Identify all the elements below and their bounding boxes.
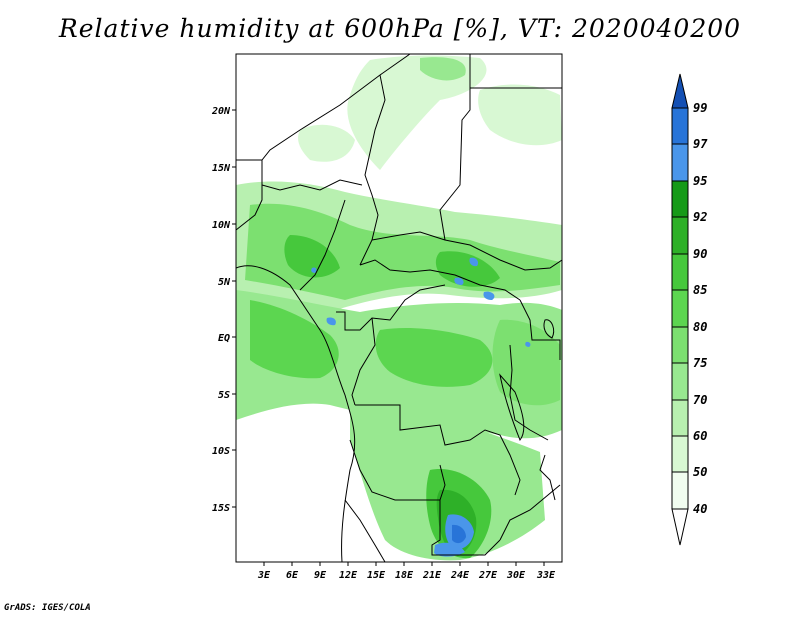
lon-label: 21E <box>422 570 442 581</box>
border-line <box>499 484 561 541</box>
colorbar-label: 70 <box>693 393 707 407</box>
lon-label: 12E <box>339 570 358 581</box>
colorbar-label: 75 <box>693 356 707 370</box>
field-north-right <box>478 84 562 146</box>
lon-labels: 3E 6E 9E 12E 15E 18E 21E 24E 27E 30E 33E <box>257 570 556 581</box>
field-band-core2 <box>435 251 500 287</box>
border-line <box>299 199 346 291</box>
lat-label: EQ <box>218 333 230 344</box>
colorbar <box>671 73 689 546</box>
lat-label: 15S <box>212 503 230 514</box>
border-line <box>543 319 555 339</box>
axis-ticks <box>232 109 545 566</box>
colorbar-segment-95-97 <box>671 143 689 182</box>
colorbar-label: 95 <box>693 174 707 188</box>
lon-label: 9E <box>314 570 327 581</box>
field-north-top-inner <box>420 57 466 81</box>
field-blue-north3 <box>483 291 495 300</box>
border-line <box>236 185 263 231</box>
map-frame <box>235 53 563 563</box>
field-equator-core <box>250 300 339 379</box>
colorbar-label: 97 <box>693 137 708 151</box>
lat-label: 10N <box>212 220 231 231</box>
border-line <box>355 404 521 496</box>
field-blue-east <box>525 341 531 347</box>
chart-title: Relative humidity at 600hPa [%], VT: 202… <box>58 14 742 43</box>
lat-label: 5S <box>218 390 230 401</box>
colorbar-segment-50-60 <box>671 435 689 473</box>
lat-labels: 20N 15N 10N 5N EQ 5S 10S 15S <box>211 106 231 514</box>
field-blue-west <box>311 267 317 273</box>
field-band-core <box>284 235 340 278</box>
border-line <box>519 299 561 360</box>
colorbar-label: 50 <box>693 465 707 479</box>
lat-label: 10S <box>212 446 230 457</box>
border-line <box>359 259 521 301</box>
colorbar-label: 80 <box>693 320 707 334</box>
border-line <box>439 54 471 241</box>
lon-label: 18E <box>395 570 414 581</box>
lat-label: 15N <box>212 163 231 174</box>
lon-label: 6E <box>286 570 299 581</box>
software-credit: GrADS: IGES/COLA <box>4 603 91 613</box>
colorbar-label: 60 <box>693 429 707 443</box>
colorbar-bottom-arrow <box>671 508 689 546</box>
colorbar-segment-85-90 <box>671 253 689 291</box>
field-blue-south-inner <box>452 524 466 544</box>
border-line <box>236 265 356 562</box>
colorbar-segment-92-95 <box>671 180 689 218</box>
lat-label: 5N <box>218 277 231 288</box>
colorbar-segment-75-80 <box>671 326 689 364</box>
colorbar-label: 40 <box>693 502 707 516</box>
field-blue-north2 <box>454 277 464 285</box>
border-line <box>509 344 549 441</box>
border-line <box>431 500 501 556</box>
border-line <box>539 454 556 501</box>
border-line <box>344 499 386 562</box>
colorbar-labels: 99 97 95 92 90 85 80 75 70 60 50 40 <box>693 101 708 516</box>
lon-label: 27E <box>478 570 498 581</box>
colorbar-label: 85 <box>693 283 707 297</box>
colorbar-label: 99 <box>693 101 707 115</box>
colorbar-segment-97-99 <box>671 107 689 145</box>
lon-label: 15E <box>367 570 386 581</box>
field-blue-north1 <box>469 257 479 267</box>
field-north-left <box>298 124 355 162</box>
country-borders <box>236 54 562 562</box>
border-line <box>371 231 562 271</box>
colorbar-label: 92 <box>693 210 707 224</box>
border-line <box>499 373 525 441</box>
border-line <box>351 317 376 406</box>
lat-label: 20N <box>211 106 231 117</box>
lon-label: 33E <box>536 570 556 581</box>
lon-label: 30E <box>506 570 526 581</box>
colorbar-segment-80-85 <box>671 289 689 328</box>
colorbar-label: 90 <box>693 247 707 261</box>
colorbar-segment-40-50 <box>671 471 689 510</box>
colorbar-top-arrow <box>671 73 689 109</box>
lon-label: 3E <box>257 570 271 581</box>
field-east <box>492 319 560 406</box>
colorbar-segment-70-75 <box>671 362 689 401</box>
border-line <box>359 74 386 266</box>
colorbar-segment-60-70 <box>671 399 689 437</box>
field-blue-south2 <box>434 542 465 557</box>
border-line <box>349 439 446 501</box>
field-blue-gabon <box>326 317 336 326</box>
lon-label: 24E <box>450 570 470 581</box>
field-congo <box>375 328 493 387</box>
colorbar-segment-90-92 <box>671 216 689 255</box>
